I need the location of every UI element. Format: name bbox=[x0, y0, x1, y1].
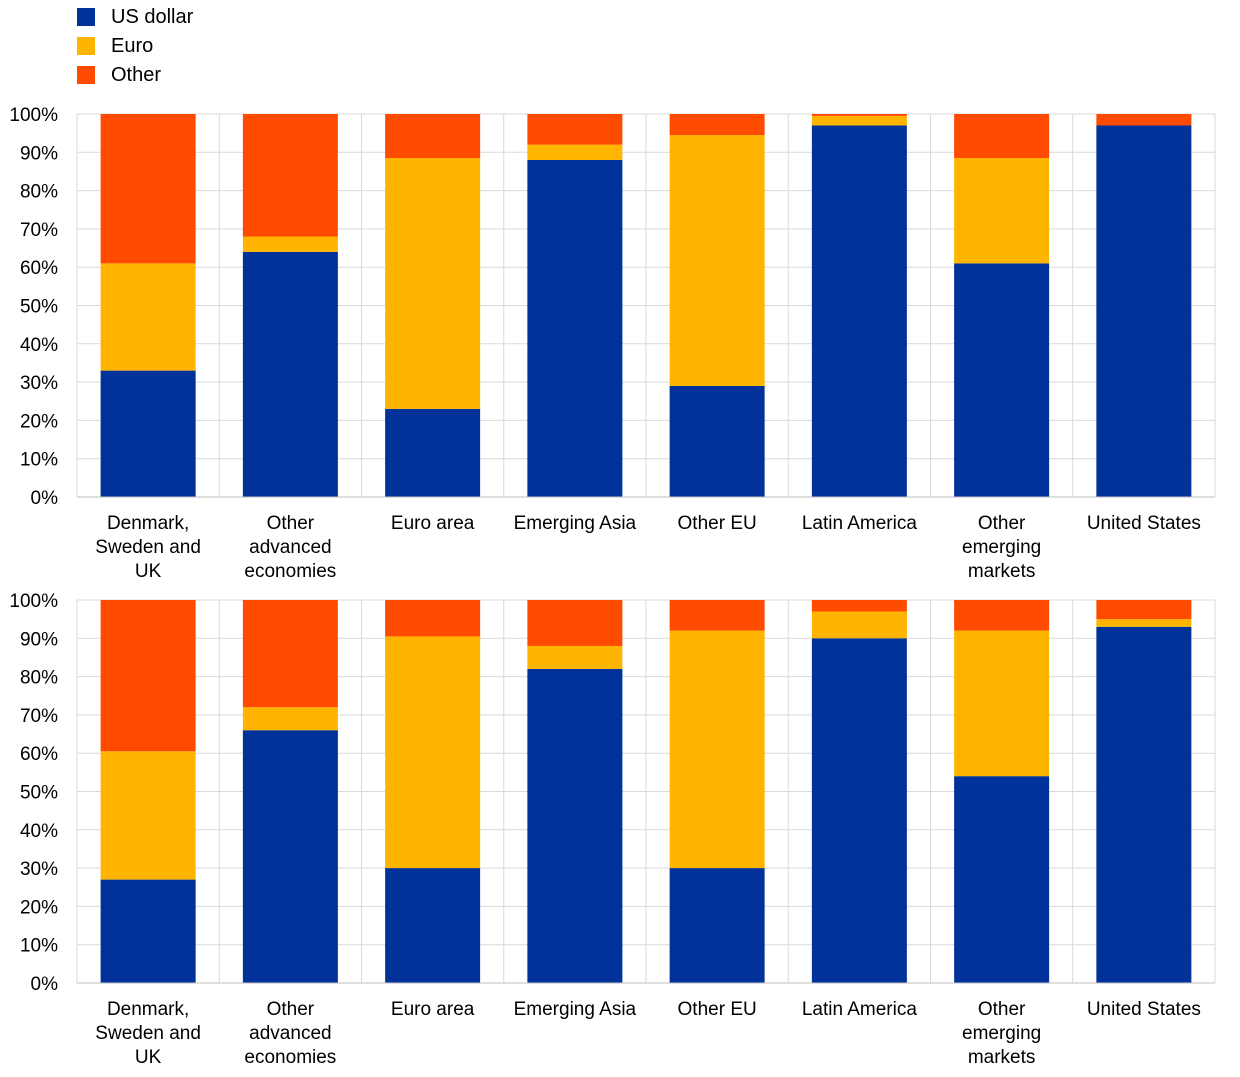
bar-segment-euro bbox=[669, 630, 765, 869]
y-tick-label: 60% bbox=[20, 744, 58, 765]
x-category-label: Latin America bbox=[802, 513, 918, 534]
x-category-label: Latin America bbox=[802, 999, 918, 1020]
x-category-label: Euro area bbox=[391, 513, 475, 534]
legend-item-euro: Euro bbox=[77, 31, 193, 60]
bar-segment-us-dollar bbox=[242, 730, 338, 983]
bar-segment-other bbox=[242, 600, 338, 708]
bar-segment-euro bbox=[242, 707, 338, 731]
x-category-label: Denmark, Sweden and UK bbox=[95, 513, 201, 582]
bar-segment-other bbox=[1096, 114, 1192, 126]
bar-segment-euro bbox=[811, 611, 907, 639]
bar-segment-other bbox=[100, 600, 196, 752]
bar-segment-euro bbox=[527, 144, 623, 160]
bar-segment-us-dollar bbox=[385, 408, 481, 497]
bar-segment-other bbox=[669, 114, 765, 136]
bar-segment-euro bbox=[1096, 619, 1192, 627]
x-category-label: Emerging Asia bbox=[514, 999, 637, 1020]
legend: US dollar Euro Other bbox=[77, 2, 193, 89]
y-tick-label: 50% bbox=[20, 297, 58, 318]
chart-top: 0% 10% 20% 30% 40% 50% 60% 70% 80% 90% 100% Denmark… bbox=[9, 105, 1216, 582]
bar-segment-euro bbox=[385, 158, 481, 409]
bar-segment-us-dollar bbox=[100, 370, 196, 497]
bar-segment-us-dollar bbox=[1096, 626, 1192, 983]
x-category-label: Other emerging markets bbox=[962, 513, 1041, 582]
bar-segment-other bbox=[669, 600, 765, 631]
bar-segment-other bbox=[811, 114, 907, 116]
bar-segment-other bbox=[1096, 600, 1192, 620]
y-tick-label: 30% bbox=[20, 859, 58, 880]
bar-segment-euro bbox=[242, 236, 338, 252]
bar-segment-euro bbox=[669, 135, 765, 386]
bar-segment-us-dollar bbox=[1096, 125, 1192, 498]
x-category-label: Other emerging markets bbox=[962, 999, 1041, 1068]
bar-segment-other bbox=[100, 114, 196, 264]
bar-segment-other bbox=[242, 114, 338, 237]
y-tick-label: 100% bbox=[9, 591, 58, 612]
bar-segment-other bbox=[954, 600, 1050, 631]
y-tick-label: 30% bbox=[20, 373, 58, 394]
bar-segment-other bbox=[385, 114, 481, 159]
y-tick-label: 60% bbox=[20, 258, 58, 279]
bar-segment-us-dollar bbox=[811, 125, 907, 498]
bar-segment-us-dollar bbox=[954, 776, 1050, 983]
x-category-label: Other advanced economies bbox=[244, 999, 336, 1068]
bar-segment-us-dollar bbox=[100, 879, 196, 983]
bar-segment-euro bbox=[954, 158, 1050, 264]
y-tick-label: 70% bbox=[20, 706, 58, 727]
bar-segment-us-dollar bbox=[669, 868, 765, 983]
bar-segment-euro bbox=[811, 115, 907, 126]
y-tick-label: 70% bbox=[20, 220, 58, 241]
y-tick-label: 0% bbox=[31, 974, 59, 995]
bar-segment-other bbox=[385, 600, 481, 637]
x-category-label: United States bbox=[1087, 999, 1201, 1020]
y-tick-label: 40% bbox=[20, 335, 58, 356]
bar-segment-euro bbox=[100, 263, 196, 371]
bar-segment-us-dollar bbox=[954, 263, 1050, 497]
bar-segment-other bbox=[811, 600, 907, 612]
bar-segment-euro bbox=[100, 751, 196, 880]
legend-swatch-us-dollar bbox=[77, 7, 95, 26]
x-category-label: Other EU bbox=[678, 999, 757, 1020]
y-tick-label: 80% bbox=[20, 668, 58, 689]
bar-segment-us-dollar bbox=[527, 159, 623, 497]
y-tick-label: 40% bbox=[20, 821, 58, 842]
bar-segment-other bbox=[527, 114, 623, 145]
y-tick-label: 80% bbox=[20, 182, 58, 203]
bar-segment-us-dollar bbox=[527, 668, 623, 983]
legend-label-other: Other bbox=[111, 63, 162, 86]
x-category-label: Other EU bbox=[678, 513, 757, 534]
bar-segment-us-dollar bbox=[669, 385, 765, 497]
legend-swatch-other bbox=[77, 65, 95, 84]
bar-segment-us-dollar bbox=[811, 638, 907, 983]
legend-item-other: Other bbox=[77, 60, 193, 89]
y-tick-label: 50% bbox=[20, 783, 58, 804]
bar-segment-us-dollar bbox=[385, 868, 481, 983]
bar-segment-other bbox=[527, 600, 623, 646]
y-tick-label: 0% bbox=[31, 488, 59, 509]
bar-segment-us-dollar bbox=[242, 251, 338, 497]
x-category-label: Euro area bbox=[391, 999, 475, 1020]
x-category-label: Denmark, Sweden and UK bbox=[95, 999, 201, 1068]
y-tick-label: 20% bbox=[20, 411, 58, 432]
y-tick-label: 20% bbox=[20, 897, 58, 918]
bar-segment-euro bbox=[527, 645, 623, 669]
bar-segment-other bbox=[954, 114, 1050, 159]
bar-segment-euro bbox=[954, 630, 1050, 777]
y-tick-label: 90% bbox=[20, 629, 58, 650]
y-tick-label: 10% bbox=[20, 450, 58, 471]
legend-swatch-euro bbox=[77, 36, 95, 55]
bar-segment-euro bbox=[385, 636, 481, 869]
y-tick-label: 100% bbox=[9, 105, 58, 126]
y-tick-label: 90% bbox=[20, 143, 58, 164]
x-category-label: Emerging Asia bbox=[514, 513, 637, 534]
chart-bottom: 0% 10% 20% 30% 40% 50% 60% 70% 80% 90% 100% Denmark… bbox=[9, 591, 1216, 1068]
y-tick-label: 10% bbox=[20, 936, 58, 957]
x-category-label: United States bbox=[1087, 513, 1201, 534]
x-category-label: Other advanced economies bbox=[244, 513, 336, 582]
legend-label-us-dollar: US dollar bbox=[111, 5, 194, 28]
legend-item-us-dollar: US dollar bbox=[77, 2, 193, 31]
legend-label-euro: Euro bbox=[111, 34, 154, 57]
